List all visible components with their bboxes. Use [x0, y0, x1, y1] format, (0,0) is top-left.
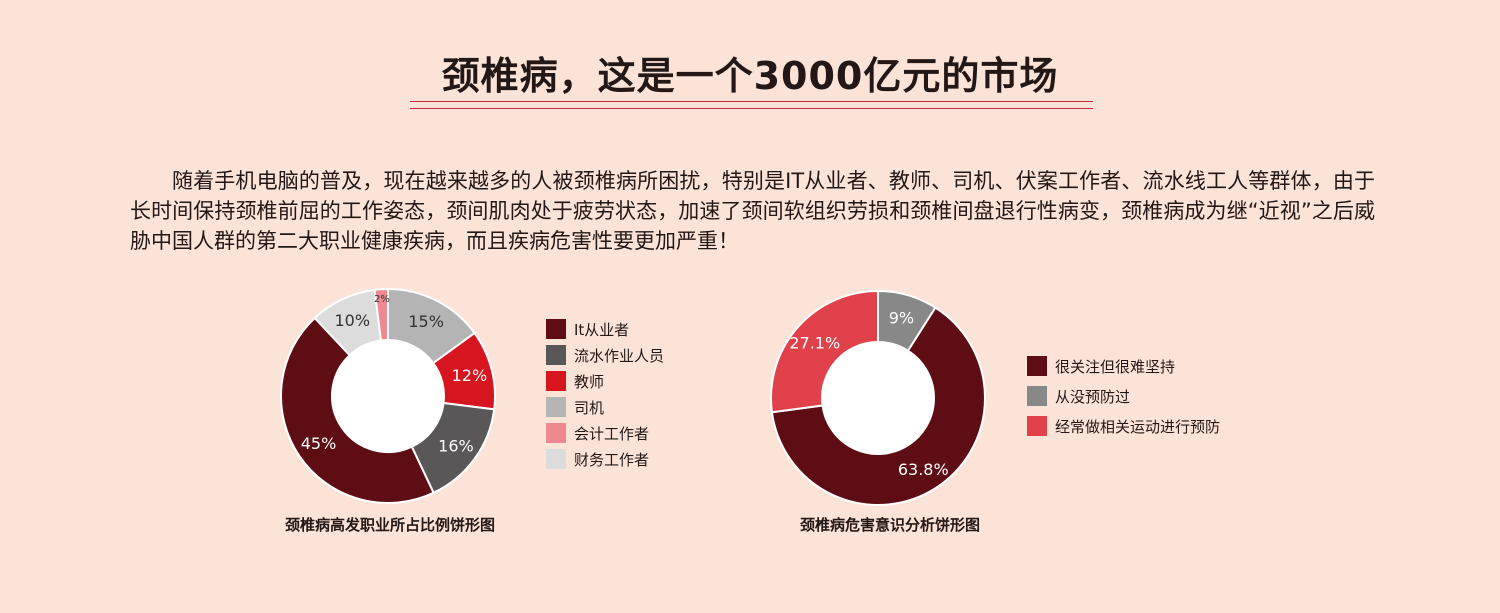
chart2-donut-hole	[822, 342, 934, 454]
chart2-legend-label: 从没预防过	[1055, 387, 1131, 406]
intro-paragraph: 随着手机电脑的普及，现在越来越多的人被颈椎病所困扰，特别是IT从业者、教师、司机…	[130, 169, 1375, 253]
chart1-value-label-5: 10%	[334, 311, 370, 330]
chart1-legend-item: 司机	[546, 394, 664, 420]
chart1-legend-swatch	[546, 397, 566, 417]
chart1-value-label-1: 16%	[438, 436, 474, 455]
chart2-value-label-1: 9%	[889, 308, 914, 327]
chart1-legend-item: 教师	[546, 368, 664, 394]
chart1-legend-item: 财务工作者	[546, 446, 664, 472]
chart1-legend-swatch	[546, 423, 566, 443]
chart2-value-label-0: 63.8%	[898, 460, 949, 479]
chart2-legend-label: 很关注但很难坚持	[1055, 357, 1176, 376]
chart1-legend-swatch	[546, 345, 566, 365]
chart1-value-label-3: 15%	[408, 312, 444, 331]
chart1-value-label-2: 12%	[452, 366, 488, 385]
chart1-legend-label: 教师	[574, 372, 605, 391]
chart2-legend-item: 很关注但很难坚持	[1027, 351, 1220, 381]
chart1-legend-swatch	[546, 319, 566, 339]
chart1-legend-label: 司机	[574, 398, 605, 417]
chart1-title: 颈椎病高发职业所占比例饼形图	[284, 516, 495, 534]
chart1-legend-label: It从业者	[574, 320, 630, 339]
chart1-legend-item: 会计工作者	[546, 420, 664, 446]
chart1-value-label-0: 45%	[301, 434, 337, 453]
chart2-legend-item: 经常做相关运动进行预防	[1027, 411, 1220, 441]
chart2-legend-swatch	[1027, 356, 1047, 376]
chart1-donut-hole	[332, 340, 444, 452]
chart2-title: 颈椎病危害意识分析饼形图	[799, 516, 980, 534]
chart1-legend-label: 会计工作者	[574, 424, 650, 443]
chart2-legend-item: 从没预防过	[1027, 381, 1220, 411]
chart1-legend-item: 流水作业人员	[546, 342, 664, 368]
title-underline-top	[410, 101, 1093, 102]
chart2-legend-swatch	[1027, 416, 1047, 436]
chart2-value-label-2: 27.1%	[789, 334, 840, 353]
chart2-legend: 很关注但很难坚持 从没预防过经常做相关运动进行预防	[1027, 351, 1220, 441]
chart2-legend-label: 经常做相关运动进行预防	[1055, 417, 1221, 436]
title-underline-bottom	[410, 108, 1093, 109]
chart2-legend-swatch	[1027, 386, 1047, 406]
chart1-legend-label: 流水作业人员	[574, 346, 665, 365]
chart1-legend-item: It从业者	[546, 316, 664, 342]
chart1-legend-swatch	[546, 449, 566, 469]
chart1-legend-label: 财务工作者	[574, 450, 650, 469]
chart1-legend: It从业者流水作业人员 教师司机会计工作者财务工作者	[546, 316, 664, 472]
chart1-legend-swatch	[546, 371, 566, 391]
chart1-value-label-4: 2%	[374, 294, 390, 305]
page-title: 颈椎病，这是一个3000亿元的市场	[441, 54, 1059, 98]
